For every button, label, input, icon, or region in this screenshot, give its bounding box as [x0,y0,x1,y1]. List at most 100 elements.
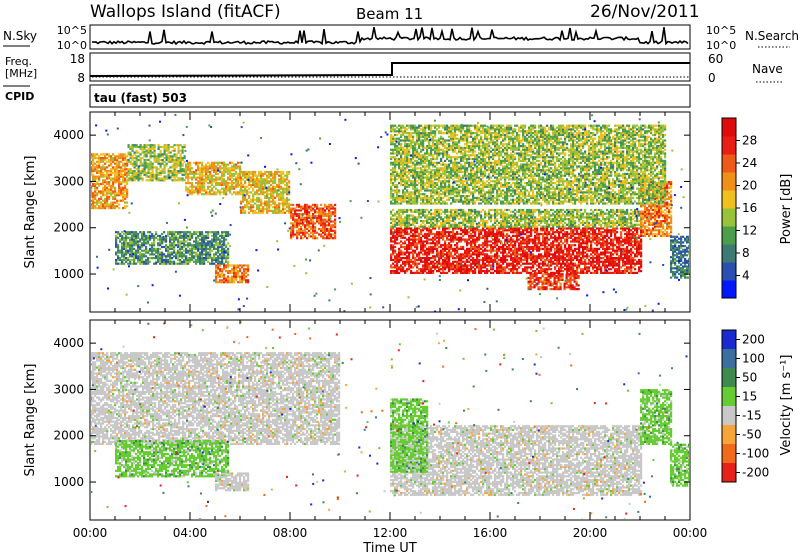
echo-cell [494,245,497,249]
echo-cell [147,168,150,171]
echo-cell [254,198,257,201]
echo-cell [612,227,615,230]
echo-cell [227,277,230,280]
echo-cell [239,165,242,168]
echo-cell [414,262,417,265]
echo-cell [272,191,275,194]
echo-cell [504,260,507,263]
echo-cell [460,257,463,260]
beam-title: Beam 11 [356,5,423,23]
echo-cell [141,260,144,263]
echo-cell [406,238,409,241]
echo-cell [177,147,180,150]
echo-cell [147,179,150,182]
echo-cell [524,251,527,254]
echo-cell [582,229,585,232]
echo-cell [394,231,397,234]
echo-cell [245,281,248,284]
echo-cell [516,257,519,260]
echo-cell [430,260,433,263]
echo-cell [482,249,485,252]
echo-cell [400,251,403,254]
echo-cell [412,232,415,236]
echo-cell [104,179,107,182]
echo-cell [490,247,493,250]
echo-cell [133,260,136,263]
echo-cell [604,271,607,274]
echo-cell [120,168,123,171]
echo-cell [118,171,121,174]
echo-cell [406,245,409,249]
echo-cell [102,182,105,186]
echo-cell [237,264,240,267]
echo-cell [240,191,243,194]
echo-cell [560,268,563,271]
echo-cell [127,242,130,245]
echo-cell [450,266,453,269]
echo-cell [328,220,331,223]
echo-cell [153,147,156,150]
echo-cell [574,249,577,252]
echo-cell [532,262,535,265]
echo-cell [558,255,561,258]
echo-cell [330,237,333,240]
echo-cell [440,262,443,265]
echo-cell [235,279,238,282]
echo-cell [468,255,471,258]
echo-cell [556,257,559,260]
echo-cell [308,216,311,219]
echo-cell [546,249,549,252]
echo-cell [484,236,487,239]
echo-cell [94,157,97,160]
echo-cell [189,172,192,175]
echo-cell [163,240,166,243]
echo-cell [454,232,457,236]
echo-cell [201,240,204,243]
echo-cell [171,175,174,178]
echo-cell [408,242,411,245]
echo-cell [594,236,597,239]
echo-cell [580,238,583,241]
echo-cell [229,170,232,174]
echo-cell [92,173,95,176]
echo-cell [270,189,273,192]
echo-cell [181,240,184,243]
echo-cell [96,166,99,169]
echo-cell [247,273,250,276]
echo-cell [213,238,216,241]
echo-cell [264,191,267,194]
echo-cell [584,262,587,265]
echo-cell [288,193,291,196]
echo-cell [568,227,571,230]
echo-cell [122,173,125,176]
echo-cell [508,234,511,237]
echo-cell [304,231,307,234]
echo-cell [127,245,130,249]
echo-cell [456,245,459,249]
echo-cell [440,236,443,239]
echo-cell [219,255,222,258]
echo-cell [183,238,186,241]
echo-cell [195,253,198,256]
echo-cell [94,175,97,178]
echo-cell [318,233,321,236]
echo-cell [181,145,184,149]
echo-cell [159,177,162,180]
echo-cell [195,187,198,190]
echo-cell [189,165,192,168]
echo-cell [570,255,573,258]
echo-cell [248,200,251,203]
echo-cell [464,240,467,243]
echo-cell [392,244,395,247]
echo-cell [278,182,281,185]
echo-cell [424,234,427,237]
echo-cell [149,171,152,174]
echo-cell [488,231,491,234]
echo-cell [163,160,166,163]
echo-cell [322,220,325,223]
echo-cell [316,218,319,221]
echo-cell [306,205,309,208]
echo-cell [274,170,277,174]
echo-cell [145,234,148,237]
echo-cell [474,249,477,252]
